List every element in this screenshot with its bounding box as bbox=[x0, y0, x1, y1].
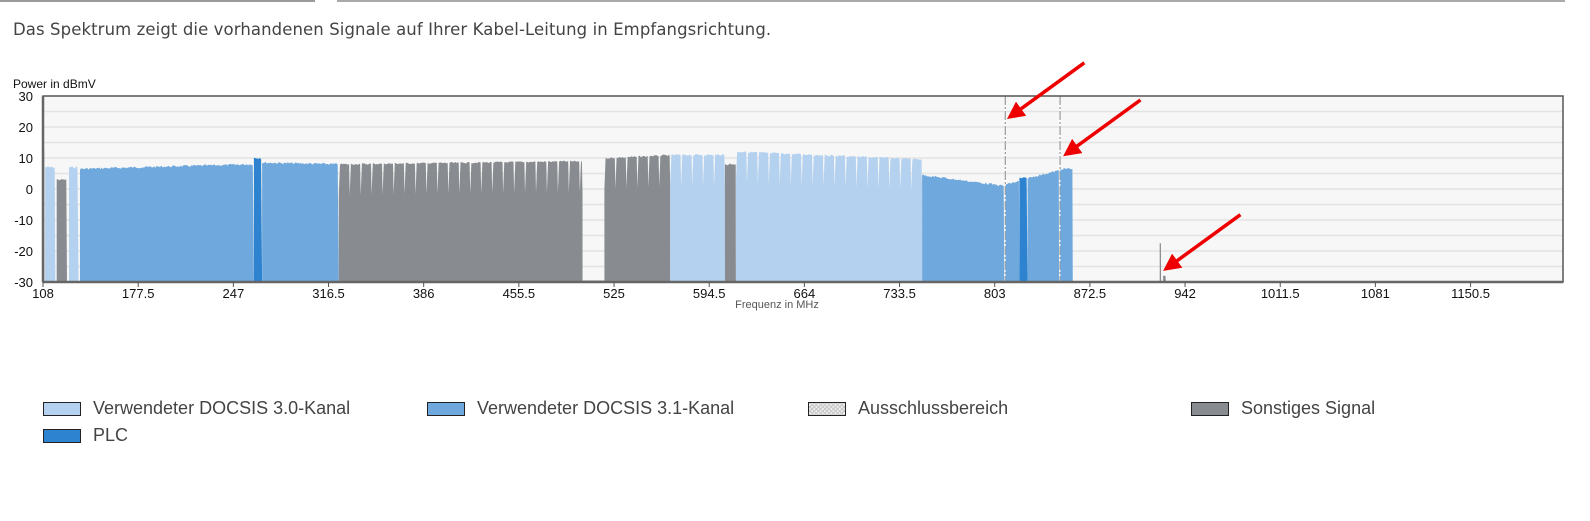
x-tick-label: 316.5 bbox=[312, 286, 345, 301]
spectrum-docsis31 bbox=[1005, 180, 1020, 282]
y-tick-label: 20 bbox=[19, 120, 33, 135]
y-tick-label: -20 bbox=[14, 244, 33, 259]
spectrum-docsis31 bbox=[1060, 167, 1073, 282]
legend-label: Verwendeter DOCSIS 3.1-Kanal bbox=[477, 398, 735, 418]
x-tick-label: 525 bbox=[603, 286, 625, 301]
spectrum-other bbox=[1159, 243, 1162, 282]
spectrum-docsis31 bbox=[79, 163, 254, 282]
spectrum-docsis30 bbox=[670, 154, 725, 282]
x-tick-label: 177.5 bbox=[122, 286, 155, 301]
legend-label: Verwendeter DOCSIS 3.0-Kanal bbox=[93, 398, 351, 418]
annotation-arrow bbox=[1063, 98, 1142, 157]
legend-label: Ausschlussbereich bbox=[858, 398, 1009, 418]
spectrum-docsis31 bbox=[1027, 170, 1060, 282]
tab-bar-line bbox=[0, 0, 315, 2]
legend-item-docsis30: Verwendeter DOCSIS 3.0-Kanal bbox=[43, 398, 350, 419]
legend-swatch-docsis30 bbox=[43, 401, 81, 416]
x-tick-label: 108 bbox=[32, 286, 54, 301]
x-tick-label: 1081 bbox=[1361, 286, 1390, 301]
tab-bar-line bbox=[337, 0, 1565, 2]
legend-swatch-docsis31 bbox=[427, 401, 465, 416]
spectrum-docsis31 bbox=[922, 174, 1005, 282]
y-tick-label: 30 bbox=[19, 89, 33, 104]
x-tick-label: 733.5 bbox=[883, 286, 916, 301]
legend-swatch-plc bbox=[43, 428, 81, 443]
legend-item-exclusion: Ausschlussbereich bbox=[808, 398, 1008, 419]
x-tick-label: 594.5 bbox=[693, 286, 726, 301]
legend-item-docsis31: Verwendeter DOCSIS 3.1-Kanal bbox=[427, 398, 734, 419]
spectrum-other bbox=[1163, 275, 1166, 282]
y-tick-label: 10 bbox=[19, 151, 33, 166]
annotation-arrow bbox=[1163, 213, 1242, 271]
intro-text: Das Spektrum zeigt die vorhandenen Signa… bbox=[13, 20, 772, 39]
y-tick-label: -10 bbox=[14, 213, 33, 228]
x-tick-label: 386 bbox=[413, 286, 435, 301]
spectrum-docsis30 bbox=[69, 166, 79, 282]
spectrum-plc bbox=[1019, 177, 1028, 282]
annotation-arrow bbox=[1006, 61, 1086, 120]
spectrum-other bbox=[724, 163, 736, 282]
x-axis-label: Frequenz in MHz bbox=[735, 299, 819, 311]
x-tick-label: 872.5 bbox=[1074, 286, 1107, 301]
x-tick-label: 1150.5 bbox=[1451, 286, 1490, 301]
y-tick-label: 0 bbox=[26, 182, 33, 197]
spectrum-plc bbox=[253, 157, 263, 282]
spectrum-docsis30 bbox=[45, 166, 56, 282]
legend-swatch-exclusion bbox=[808, 401, 846, 416]
legend-swatch-other bbox=[1191, 401, 1229, 416]
legend-item-other: Sonstiges Signal bbox=[1191, 398, 1375, 419]
legend-item-plc: PLC bbox=[43, 425, 128, 446]
legend-label: PLC bbox=[93, 425, 129, 445]
x-tick-label: 803 bbox=[984, 286, 1006, 301]
x-tick-label: 247 bbox=[222, 286, 244, 301]
spectrum-other bbox=[604, 154, 671, 282]
x-tick-label: 455.5 bbox=[503, 286, 536, 301]
spectrum-other bbox=[338, 160, 583, 282]
spectrum-docsis31 bbox=[262, 161, 339, 282]
spectrum-docsis30 bbox=[735, 151, 923, 282]
x-tick-label: 1011.5 bbox=[1261, 286, 1300, 301]
spectrum-other bbox=[56, 178, 67, 282]
legend-label: Sonstiges Signal bbox=[1241, 398, 1376, 418]
y-tick-label: -30 bbox=[14, 275, 33, 290]
y-axis-label: Power in dBmV bbox=[13, 77, 96, 91]
x-tick-label: 664 bbox=[794, 286, 816, 301]
x-tick-label: 942 bbox=[1174, 286, 1196, 301]
